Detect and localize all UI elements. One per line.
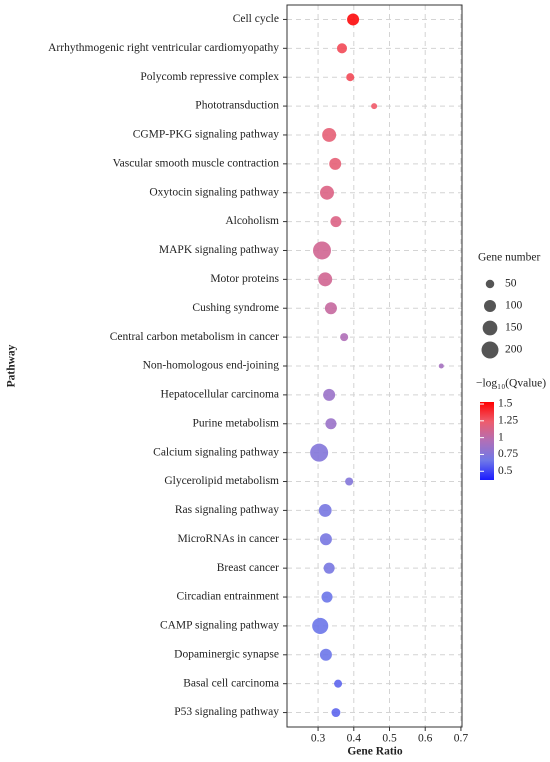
color-tick-label: 0.75 bbox=[498, 448, 518, 460]
bubble bbox=[320, 185, 334, 200]
bubble bbox=[438, 363, 444, 369]
bubble bbox=[318, 272, 333, 287]
size-legend-label: 100 bbox=[505, 300, 523, 312]
x-tick-label: 0.6 bbox=[418, 733, 433, 745]
bubble bbox=[345, 477, 354, 486]
size-legend-key bbox=[481, 341, 499, 359]
y-tick-label: CGMP-PKG signaling pathway bbox=[133, 129, 280, 141]
bubble bbox=[324, 302, 337, 315]
bubble bbox=[319, 648, 332, 661]
x-tick-label: 0.4 bbox=[347, 733, 362, 745]
y-tick-label: Phototransduction bbox=[195, 100, 279, 112]
y-axis-label: Pathway bbox=[6, 344, 18, 387]
y-tick-label: Ras signaling pathway bbox=[175, 504, 279, 516]
y-tick-label: Dopaminergic synapse bbox=[174, 648, 279, 660]
y-tick-label: Circadian entrainment bbox=[176, 591, 279, 603]
y-tick-label: Basal cell carcinoma bbox=[183, 677, 279, 689]
y-tick-label: P53 signaling pathway bbox=[174, 706, 279, 718]
y-tick-label: Breast cancer bbox=[217, 562, 279, 574]
size-legend-title: Gene number bbox=[478, 252, 540, 264]
bubble bbox=[346, 73, 355, 82]
bubble bbox=[340, 333, 349, 342]
size-legend-key bbox=[482, 320, 498, 336]
x-axis-label: Gene Ratio bbox=[347, 746, 403, 758]
y-tick-label: Polycomb repressive complex bbox=[140, 71, 279, 83]
y-tick-label: Oxytocin signaling pathway bbox=[149, 186, 279, 198]
bubble bbox=[347, 13, 360, 26]
size-legend-label: 150 bbox=[505, 322, 523, 334]
bubble bbox=[318, 503, 332, 517]
y-tick-label: Glycerolipid metabolism bbox=[164, 475, 279, 487]
y-tick-label: Alcoholism bbox=[225, 215, 279, 227]
color-tick-label: 1 bbox=[498, 431, 504, 443]
y-tick-label: CAMP signaling pathway bbox=[160, 620, 279, 632]
y-tick-label: MAPK signaling pathway bbox=[159, 244, 279, 256]
size-legend-label: 200 bbox=[505, 344, 523, 356]
x-tick-label: 0.5 bbox=[382, 733, 397, 745]
x-tick-label: 0.7 bbox=[454, 733, 469, 745]
bubble bbox=[329, 157, 342, 170]
bubble bbox=[325, 418, 337, 430]
y-tick-label: Cushing syndrome bbox=[192, 302, 279, 314]
bubble bbox=[312, 617, 329, 634]
bubble bbox=[331, 708, 341, 718]
y-tick-label: Hepatocellular carcinoma bbox=[161, 389, 279, 401]
bubble bbox=[323, 562, 335, 574]
bubble bbox=[313, 241, 331, 260]
x-tick-label: 0.3 bbox=[311, 733, 326, 745]
y-tick-label: Cell cycle bbox=[233, 13, 279, 25]
bubble bbox=[336, 43, 348, 54]
y-tick-label: Central carbon metabolism in cancer bbox=[110, 331, 279, 343]
color-tick-label: 1.25 bbox=[498, 414, 518, 426]
y-tick-label: Calcium signaling pathway bbox=[153, 446, 279, 458]
bubble bbox=[323, 388, 336, 401]
y-tick-label: Motor proteins bbox=[210, 273, 279, 285]
y-tick-label: Vascular smooth muscle contraction bbox=[113, 157, 280, 169]
bubble bbox=[319, 533, 332, 546]
bubble bbox=[330, 216, 342, 228]
y-tick-label: Purine metabolism bbox=[192, 417, 279, 429]
color-tick-label: 1.5 bbox=[498, 398, 513, 410]
size-legend-key bbox=[484, 300, 496, 312]
y-tick-label: Non-homologous end-joining bbox=[143, 360, 280, 372]
size-legend-key bbox=[485, 279, 495, 289]
bubble bbox=[371, 103, 378, 110]
color-legend-title: −log₁₀(Qvalue) bbox=[476, 378, 546, 390]
color-tick-label: 0.5 bbox=[498, 465, 513, 477]
bubble bbox=[322, 127, 337, 142]
y-tick-label: MicroRNAs in cancer bbox=[177, 533, 279, 545]
bubble bbox=[321, 591, 333, 603]
y-tick-label: Arrhythmogenic right ventricular cardiom… bbox=[48, 42, 279, 54]
size-legend-label: 50 bbox=[505, 278, 517, 290]
bubble bbox=[310, 443, 329, 462]
bubble bbox=[334, 679, 343, 688]
color-bar bbox=[480, 402, 494, 480]
